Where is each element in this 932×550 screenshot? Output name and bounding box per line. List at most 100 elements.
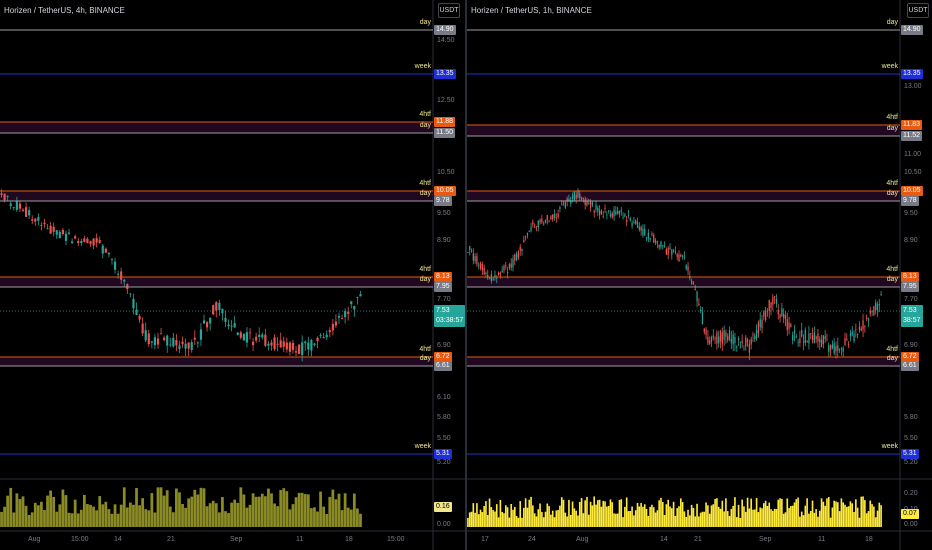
volume-bar <box>352 493 356 527</box>
volume-bar <box>631 506 633 527</box>
currency-button[interactable]: USDT <box>438 3 460 18</box>
candle-body <box>591 202 594 205</box>
candle-body <box>649 237 651 240</box>
price-chart-canvas[interactable] <box>0 0 465 550</box>
volume-bar <box>512 509 514 527</box>
volume-bar <box>815 509 817 527</box>
level-price-badge[interactable]: 11.50 <box>434 128 455 138</box>
panel-divider[interactable] <box>465 0 467 550</box>
volume-bar <box>325 513 329 527</box>
candle-body <box>132 298 135 309</box>
volume-bar <box>829 517 832 527</box>
volume-bar <box>791 505 794 527</box>
volume-bar <box>242 494 246 527</box>
level-price-badge[interactable]: 7.95 <box>901 282 919 292</box>
volume-bar <box>573 508 576 527</box>
volume-bar <box>562 499 565 527</box>
level-price-badge[interactable]: 7.95 <box>434 282 452 292</box>
candle-body <box>101 245 104 254</box>
level-price-badge[interactable]: 14.90 <box>901 25 923 35</box>
candle-body <box>755 329 758 339</box>
candle-body <box>813 332 815 343</box>
level-price-badge[interactable]: 13.35 <box>434 69 456 79</box>
volume-bar <box>135 488 138 527</box>
volume-bar <box>291 504 295 527</box>
candle-body <box>347 311 350 314</box>
volume-bar <box>705 502 707 527</box>
level-price-badge[interactable]: 11.52 <box>901 131 922 141</box>
candle-body <box>589 201 592 208</box>
candle-body <box>0 193 3 195</box>
candle-body <box>696 291 698 302</box>
volume-bar <box>784 512 787 527</box>
candle-body <box>562 202 565 204</box>
candle-body <box>510 263 512 268</box>
volume-bar <box>643 504 646 527</box>
candle-body <box>276 343 279 345</box>
volume-bar <box>575 510 577 527</box>
volume-bar <box>737 504 740 527</box>
volume-bar <box>748 508 751 527</box>
candle-body <box>786 319 788 331</box>
level-price-badge[interactable]: 9.78 <box>434 196 452 206</box>
level-name-label: 4htf <box>419 180 431 187</box>
volume-bar <box>800 511 803 527</box>
volume-bar <box>175 488 178 527</box>
volume-bar <box>129 502 132 527</box>
candle-body <box>104 248 107 253</box>
chart-panel-1h[interactable]: Horizen / TetherUS, 1h, BINANCE USDT 13.… <box>467 0 932 550</box>
level-price-badge[interactable]: 9.78 <box>901 196 919 206</box>
volume-bar <box>869 500 872 527</box>
level-price-badge[interactable]: 13.35 <box>901 69 923 79</box>
volume-bar <box>499 499 502 527</box>
candle-body <box>763 311 765 317</box>
volume-bar <box>634 510 637 527</box>
candle-body <box>245 332 249 343</box>
candle-body <box>783 314 785 318</box>
candle-body <box>184 343 187 349</box>
price-tick-label: 7.70 <box>904 296 918 303</box>
level-price-badge[interactable]: 10.05 <box>434 186 456 196</box>
chart-panel-4h[interactable]: Horizen / TetherUS, 4h, BINANCE USDT 14.… <box>0 0 465 550</box>
volume-bar <box>741 499 743 527</box>
level-price-badge[interactable]: 6.72 <box>901 352 919 362</box>
level-price-badge[interactable]: 6.61 <box>901 361 919 371</box>
currency-button[interactable]: USDT <box>907 3 929 18</box>
level-price-badge[interactable]: 5.31 <box>901 449 919 459</box>
level-price-badge[interactable]: 5.31 <box>434 449 452 459</box>
candle-body <box>732 334 734 345</box>
price-tick-label: 12.50 <box>437 97 455 104</box>
price-chart-canvas[interactable] <box>467 0 932 550</box>
price-tick-label: 10.50 <box>437 169 455 176</box>
level-name-label: day <box>419 19 431 26</box>
level-price-badge[interactable]: 8.13 <box>901 272 919 282</box>
level-price-badge[interactable]: 11.83 <box>901 120 922 130</box>
candle-body <box>795 336 797 338</box>
candle-body <box>838 349 841 351</box>
level-price-badge[interactable]: 6.61 <box>434 361 452 371</box>
candle-body <box>660 241 662 248</box>
volume-bar <box>119 504 123 527</box>
candle-body <box>319 335 322 337</box>
candle-body <box>878 304 880 306</box>
candle-body <box>15 201 18 210</box>
volume-bar <box>636 503 639 527</box>
candle-body <box>752 334 754 336</box>
level-price-badge[interactable]: 8.13 <box>434 272 452 282</box>
level-price-badge[interactable]: 6.72 <box>434 352 452 362</box>
volume-bar <box>587 514 590 527</box>
volume-bar <box>144 509 148 527</box>
level-price-badge[interactable]: 14.90 <box>434 25 456 35</box>
volume-bar <box>853 511 855 527</box>
volume-bar <box>855 499 857 527</box>
volume-bar <box>804 505 807 527</box>
level-price-badge[interactable]: 10.05 <box>901 186 923 196</box>
volume-bar <box>846 506 848 527</box>
level-price-badge[interactable]: 11.88 <box>434 117 455 127</box>
volume-bar <box>359 513 362 527</box>
volume-bar <box>524 498 527 527</box>
candle-body <box>683 256 686 258</box>
volume-bar <box>806 498 808 527</box>
volume-bar <box>589 501 592 527</box>
price-tick-label: 6.10 <box>437 394 451 401</box>
